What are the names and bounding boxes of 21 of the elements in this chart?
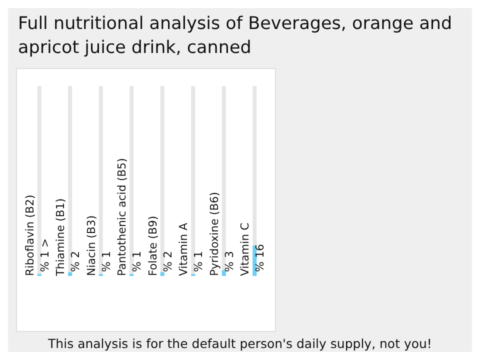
bar	[222, 270, 226, 276]
data-label: % 1 >	[38, 238, 52, 272]
data-label: % 1	[130, 251, 144, 272]
x-tick-label: Vitamin C	[238, 222, 252, 276]
x-tick-label: Pantothenic acid (B5)	[116, 158, 129, 276]
x-tick-label: Vitamin A	[177, 222, 190, 276]
x-tick-label: Thiamine (B1)	[54, 198, 68, 277]
data-label: % 2	[69, 251, 82, 272]
text: This analysis is for the default person's daily supply, not you!	[47, 336, 433, 351]
x-tick-label: Pyridoxine (B6)	[208, 192, 221, 276]
x-tick-label: Folate (B9)	[146, 216, 160, 276]
bar	[68, 272, 72, 276]
data-label: % 2	[161, 251, 174, 272]
x-tick-label: Riboflavin (B2)	[23, 194, 36, 276]
x-tick-label: Niacin (B3)	[84, 215, 98, 276]
data-label: % 3	[222, 251, 236, 272]
data-label: % 1	[100, 251, 113, 272]
data-label: % 16	[254, 244, 267, 272]
bar	[160, 272, 164, 276]
chart-title: Full nutritional analysis of Beverages, orange and apricot juice drink, canned	[18, 13, 454, 60]
data-label: % 1	[192, 251, 206, 272]
